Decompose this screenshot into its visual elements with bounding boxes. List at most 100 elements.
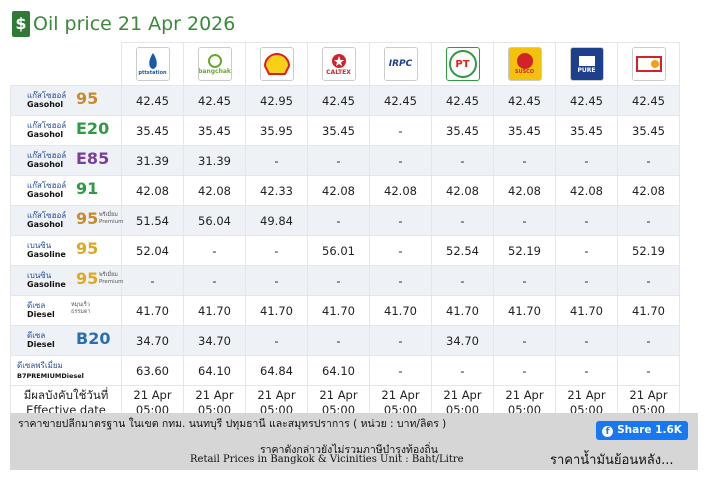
fuel-label: ดีเซล Diesel B20: [10, 325, 122, 356]
price-cell: -: [493, 325, 556, 356]
price-cell: 49.84: [245, 205, 308, 236]
price-cell: -: [307, 145, 370, 176]
price-cell: -: [493, 205, 556, 236]
price-cell: -: [617, 265, 680, 296]
price-cell: 56.01: [307, 235, 370, 266]
brand-label: pttstation: [138, 70, 167, 76]
price-cell: 42.08: [121, 175, 184, 206]
fuel-row: แก๊สโซฮอล์ Gasohol 91 42.08 42.08 42.33 42.08 4…: [10, 175, 680, 206]
brand-label: bangchak: [198, 67, 231, 75]
fuel-thai: แก๊สโซฮอล์: [27, 121, 67, 130]
fuel-label: ดีเซลพรีเมี่ยม B7PREMIUMDiesel: [10, 355, 122, 386]
price-cell: 34.70: [431, 325, 494, 356]
footer-line: ราคาขายปลีกมาตรฐาน ในเขต กทม. นนทบุรี ปท…: [18, 418, 447, 430]
price-cell: 42.08: [431, 175, 494, 206]
price-cell: 35.45: [493, 115, 556, 146]
fuel-label: เบนซิน Gasoline 95 พรีเมี่ยม Premium: [10, 265, 124, 296]
price-cell: -: [245, 325, 308, 356]
price-cell: 63.60: [121, 355, 184, 386]
price-cell: 51.54: [121, 205, 184, 236]
fuel-label: เบนซิน Gasoline 95: [10, 235, 122, 266]
price-cell: 42.45: [493, 85, 556, 116]
price-cell: 42.45: [617, 85, 680, 116]
effective-date: 21 Apr: [257, 387, 296, 402]
fuel-grade: B20: [76, 329, 111, 348]
price-cell: -: [121, 265, 184, 296]
price-cell: 35.45: [431, 115, 494, 146]
price-cell: 56.04: [183, 205, 246, 236]
price-cell: -: [369, 205, 432, 236]
price-cell: 52.54: [431, 235, 494, 266]
note-th: หมุนเร็ว: [71, 302, 90, 308]
price-cell: -: [245, 145, 308, 176]
fuel-label: แก๊สโซฮอล์ Gasohol E85: [10, 145, 122, 176]
price-cell: -: [555, 355, 618, 386]
price-cell: 42.08: [369, 175, 432, 206]
history-link[interactable]: ราคาน้ำมันย้อนหลัง...: [550, 453, 674, 468]
fuel-label: แก๊สโซฮอล์ Gasohol 91: [10, 175, 122, 206]
fuel-grade: 95: [76, 239, 99, 258]
price-cell: -: [555, 325, 618, 356]
fuel-en: B7PREMIUMDiesel: [17, 372, 84, 380]
fuel-en: Gasohol: [27, 190, 64, 199]
fuel-label: แก๊สโซฮอล์ Gasohol 95: [10, 85, 122, 116]
price-cell: -: [493, 265, 556, 296]
price-cell: -: [369, 355, 432, 386]
brand-label: IRPC: [388, 59, 413, 69]
price-cell: 52.19: [617, 235, 680, 266]
fuel-grade: 95: [76, 269, 99, 288]
fuel-note: หมุนเร็ว ธรรมดา: [71, 302, 91, 316]
price-cell: 35.45: [307, 115, 370, 146]
fuel-row: แก๊สโซฮอล์ Gasohol E85 31.39 31.39- - - - - - -: [10, 145, 680, 176]
effective-thai: มีผลบังคับใช้วันที่: [23, 387, 109, 402]
effective-date: 21 Apr: [133, 387, 172, 402]
fuel-row: แก๊สโซฮอล์ Gasohol 95 พรีเมี่ยม Premium 51.54…: [10, 205, 680, 236]
price-cell: -: [183, 235, 246, 266]
fuel-thai: แก๊สโซฮอล์: [27, 151, 67, 160]
fuel-grade: 91: [76, 179, 99, 198]
fuel-label: แก๊สโซฮอล์ Gasohol 95 พรีเมี่ยม Premium: [10, 205, 124, 236]
fuel-thai: แก๊สโซฮอล์: [27, 181, 67, 190]
brand-row: pttstation bangchak CALTEX IRPC PT SUSCO…: [11, 42, 680, 86]
fuel-en: Gasohol: [27, 220, 64, 229]
price-cell: -: [369, 115, 432, 146]
note-th: พรีเมี่ยม: [99, 272, 118, 278]
price-cell: 41.70: [183, 295, 246, 326]
price-cell: 64.84: [245, 355, 308, 386]
footer: ราคาขายปลีกมาตรฐาน ในเขต กทม. นนทบุรี ปท…: [10, 413, 698, 470]
price-cell: 42.33: [245, 175, 308, 206]
price-cell: 31.39: [183, 145, 246, 176]
price-cell: -: [617, 145, 680, 176]
effective-date: 21 Apr: [629, 387, 668, 402]
price-cell: 41.70: [307, 295, 370, 326]
price-cell: -: [555, 145, 618, 176]
footer-line: ราคาดังกล่าวยังไม่รวมภาษีบำรุงท้องถิ่น: [260, 444, 438, 456]
price-cell: 31.39: [121, 145, 184, 176]
fuel-grade: E20: [76, 119, 110, 138]
price-cell: 42.45: [369, 85, 432, 116]
price-cell: 42.45: [555, 85, 618, 116]
fuel-thai: เบนซิน: [27, 271, 52, 280]
price-cell: 35.45: [121, 115, 184, 146]
fuel-grade: 95: [76, 209, 99, 228]
note-en: Premium: [99, 279, 124, 285]
note-en: Premium: [99, 219, 124, 225]
brand-label: SUSCO: [514, 69, 535, 75]
price-cell: -: [555, 265, 618, 296]
price-cell: 52.19: [493, 235, 556, 266]
price-cell: -: [307, 265, 370, 296]
share-label: Share 1.6K: [617, 424, 682, 436]
effective-date: 21 Apr: [443, 387, 482, 402]
price-cell: -: [369, 265, 432, 296]
price-cell: 42.95: [245, 85, 308, 116]
fuel-row: ดีเซล Diesel หมุนเร็ว ธรรมดา 41.70 41.70 41.70…: [10, 295, 680, 326]
price-cell: 35.45: [183, 115, 246, 146]
price-cell: -: [617, 205, 680, 236]
price-cell: 41.70: [369, 295, 432, 326]
price-cell: -: [431, 265, 494, 296]
share-button[interactable]: f Share 1.6K: [596, 421, 688, 440]
price-cell: -: [369, 325, 432, 356]
price-cell: 42.45: [431, 85, 494, 116]
price-cell: 41.70: [493, 295, 556, 326]
fuel-grade: E85: [76, 149, 110, 168]
